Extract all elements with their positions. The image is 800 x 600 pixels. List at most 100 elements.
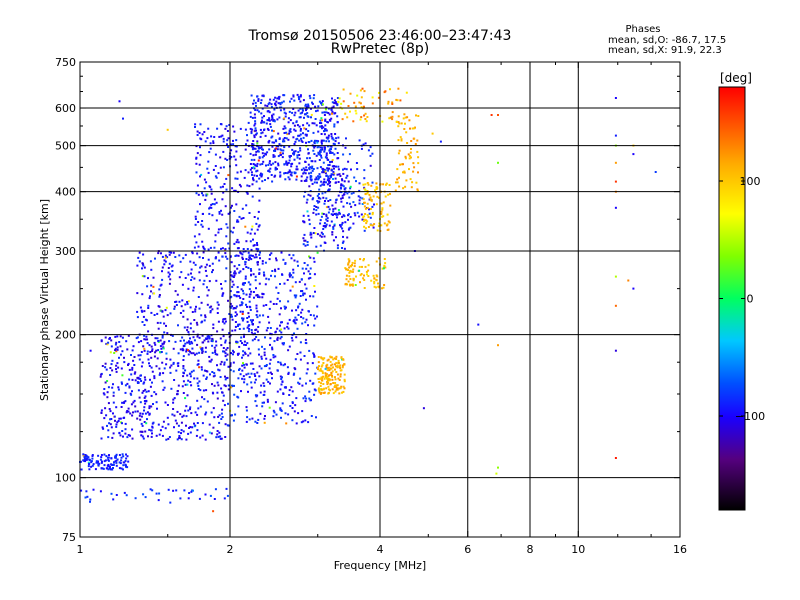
data-point: [294, 129, 297, 132]
data-point: [121, 430, 124, 432]
data-point: [258, 156, 261, 159]
data-point: [342, 205, 345, 208]
data-point: [162, 420, 165, 423]
data-point: [253, 381, 256, 384]
data-point: [353, 176, 356, 179]
data-point: [237, 241, 240, 244]
data-point: [341, 247, 343, 249]
data-point: [191, 342, 194, 345]
data-point: [302, 237, 305, 240]
data-point: [223, 322, 226, 325]
data-point: [253, 373, 256, 376]
data-point: [161, 255, 164, 258]
data-point: [252, 163, 255, 165]
data-point: [204, 198, 207, 201]
data-point: [244, 344, 247, 346]
data-point: [144, 395, 147, 398]
data-point: [254, 164, 257, 167]
data-point: [202, 283, 205, 286]
data-point: [299, 341, 302, 344]
data-point: [274, 102, 277, 105]
data-point: [318, 188, 321, 191]
data-point: [134, 497, 137, 500]
data-point: [241, 319, 244, 322]
data-point: [224, 375, 226, 378]
data-point: [217, 228, 220, 231]
data-point: [180, 432, 182, 435]
data-point: [167, 423, 170, 426]
data-point: [80, 468, 83, 471]
data-point: [139, 430, 142, 433]
data-point: [244, 282, 246, 284]
data-point: [283, 282, 286, 285]
data-point: [369, 196, 372, 199]
data-point: [353, 212, 356, 215]
data-point: [132, 345, 135, 348]
data-point: [276, 148, 279, 151]
data-point: [173, 305, 176, 308]
data-point: [289, 405, 292, 407]
data-point: [343, 380, 346, 383]
data-point: [253, 136, 256, 139]
data-point: [240, 336, 243, 339]
data-point: [200, 138, 203, 141]
data-point: [258, 187, 261, 190]
data-point: [288, 159, 291, 162]
data-point: [276, 369, 279, 372]
data-point: [110, 345, 113, 348]
data-point: [216, 433, 219, 436]
data-point: [342, 168, 344, 171]
data-point: [133, 372, 136, 375]
data-point: [305, 318, 308, 321]
data-point: [328, 374, 331, 377]
data-point: [282, 364, 285, 367]
data-point: [232, 370, 235, 373]
data-point: [279, 283, 281, 285]
data-point: [268, 162, 271, 165]
data-point: [296, 137, 299, 140]
data-point: [326, 383, 329, 385]
data-point: [309, 174, 312, 177]
data-point: [151, 348, 154, 351]
data-point: [257, 295, 260, 298]
data-point: [100, 461, 103, 464]
data-point: [182, 380, 185, 383]
data-point: [153, 341, 156, 344]
data-point: [320, 141, 323, 144]
data-point: [224, 127, 227, 130]
data-point: [250, 273, 252, 276]
data-point: [183, 339, 185, 342]
data-point: [308, 390, 311, 393]
data-point: [199, 389, 202, 392]
data-point: [272, 119, 275, 122]
data-point: [242, 217, 245, 219]
data-point: [153, 375, 156, 378]
data-point: [259, 102, 262, 104]
data-point: [136, 292, 139, 295]
data-point: [249, 319, 252, 322]
data-point: [254, 275, 257, 278]
data-point: [255, 256, 258, 259]
data-point: [116, 362, 119, 365]
data-point: [150, 311, 153, 314]
data-point: [174, 301, 177, 303]
data-point: [118, 356, 120, 359]
data-point: [147, 390, 150, 393]
data-point: [146, 350, 149, 353]
data-point: [111, 464, 114, 466]
data-point: [416, 139, 419, 142]
data-point: [211, 262, 214, 265]
data-point: [377, 282, 379, 285]
data-point: [181, 336, 184, 339]
data-point: [325, 223, 328, 226]
data-point: [305, 342, 308, 345]
data-point: [125, 453, 127, 456]
data-point: [303, 355, 306, 357]
data-point: [300, 421, 303, 424]
data-point: [281, 402, 284, 405]
data-point: [339, 224, 341, 227]
data-point: [97, 463, 100, 465]
data-point: [275, 168, 278, 170]
data-point: [190, 490, 193, 493]
